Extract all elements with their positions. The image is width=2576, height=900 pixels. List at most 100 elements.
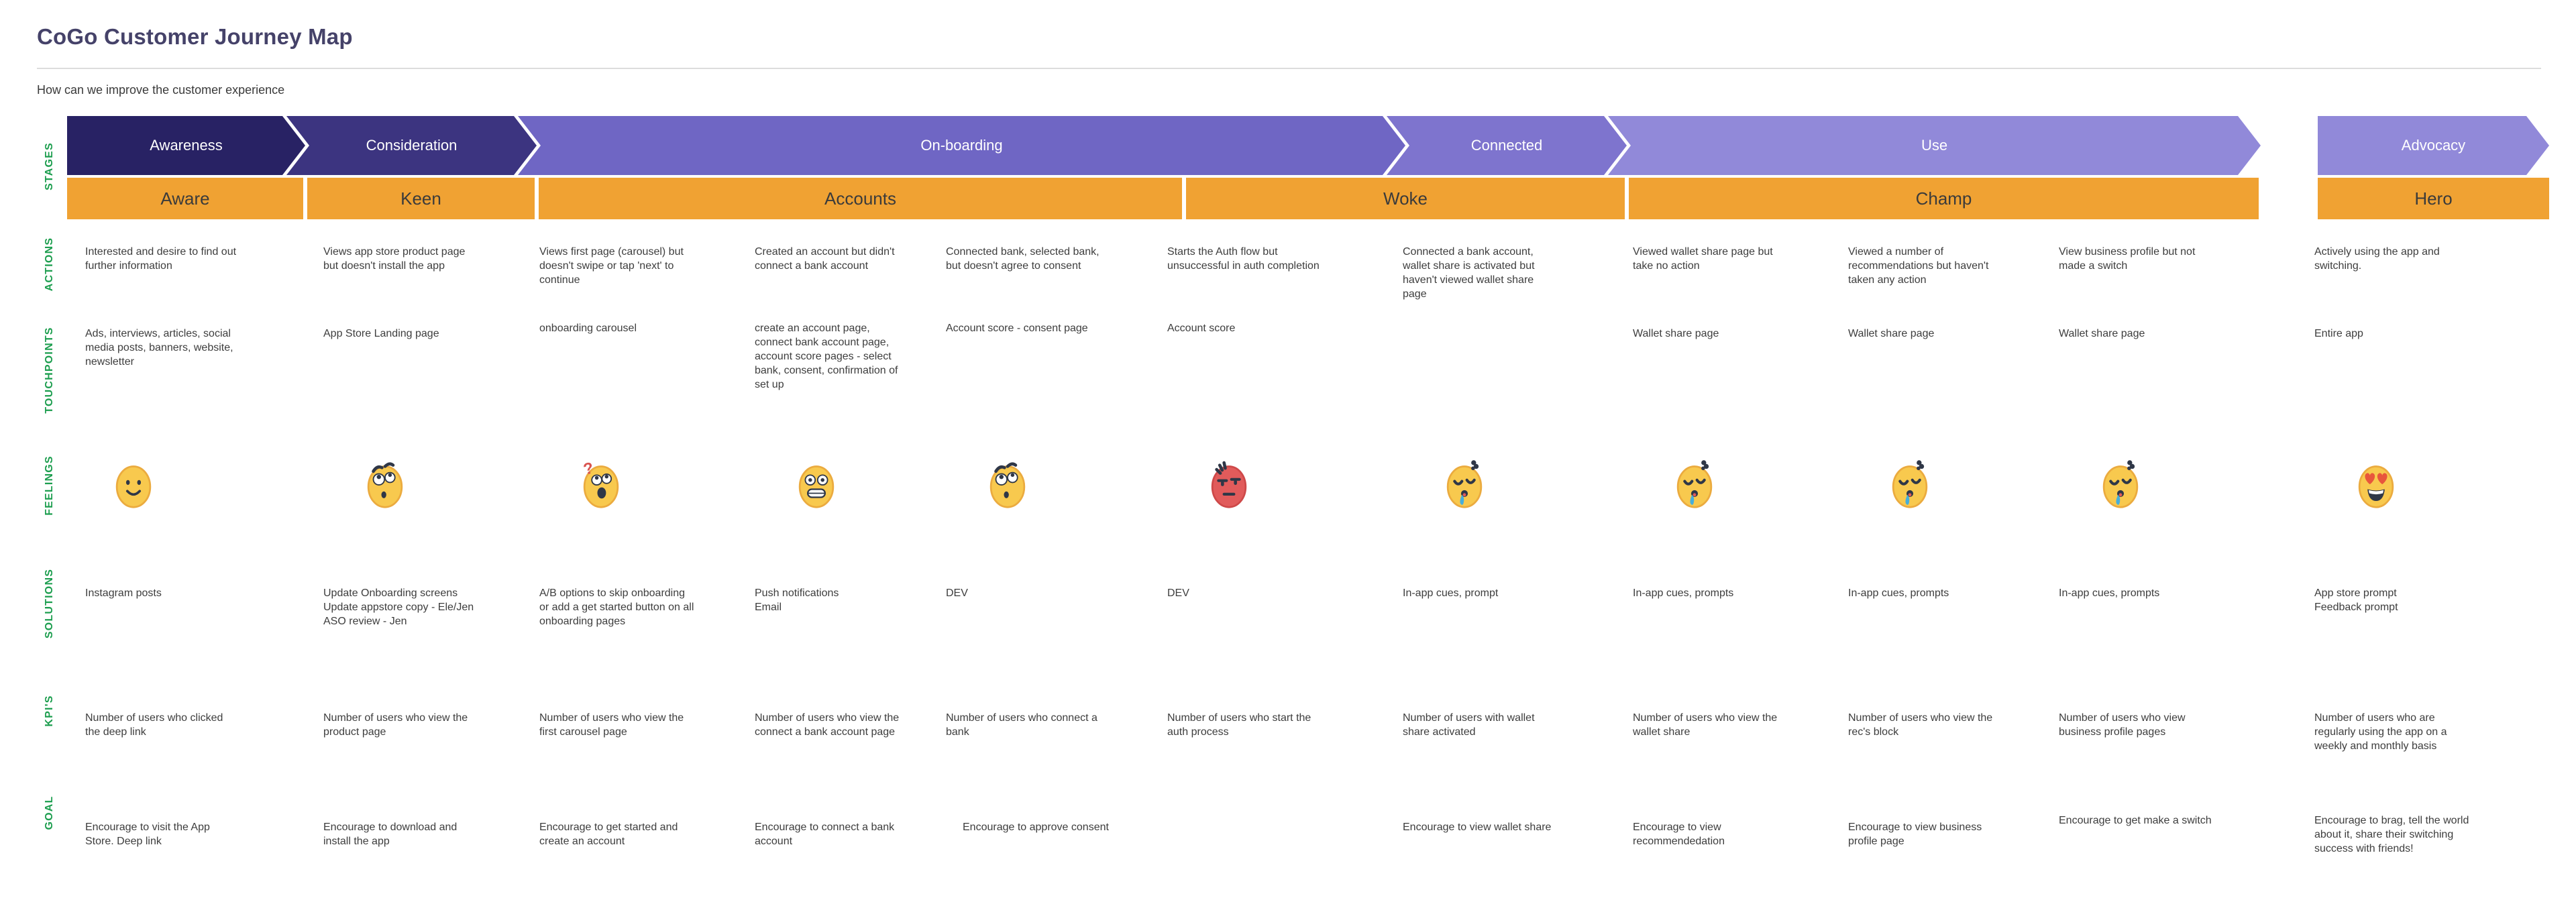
kpi-text: Number of users who view the wallet shar… [1633,712,1778,738]
phase-cell-champ: Champ [1629,178,2259,219]
action-text: Views first page (carousel) but doesn't … [539,246,684,286]
feeling-emoji: ? [576,455,640,518]
stage-arrow-onboarding: On-boarding [518,116,1405,175]
kpi-text: Number of users who clicked the deep lin… [85,712,223,738]
row-label-solutions: SOLUTIONS [44,568,55,639]
solution-text: In-app cues, prompt [1403,587,1499,599]
solution-text: Update Onboarding screens Update appstor… [323,587,474,627]
touchpoint-text: Wallet share page [2059,328,2145,339]
page-subtitle: How can we improve the customer experien… [37,83,285,97]
touchpoint-text: Account score - consent page [946,323,1088,334]
feeling-emoji [1885,455,1949,518]
stage-arrow-use: Use [1608,116,2261,175]
action-text: Actively using the app and switching. [2314,246,2440,272]
stage-label: Advocacy [2401,137,2466,154]
phase-label: Woke [1383,188,1428,209]
solution-text: Instagram posts [85,587,162,599]
goal-text: Encourage to visit the App Store. Deep l… [85,822,210,847]
solution-text: App store prompt Feedback prompt [2314,587,2398,613]
feeling-emoji [1204,455,1268,518]
action-text: Created an account but didn't connect a … [755,246,895,272]
feeling-emoji [983,455,1046,518]
action-text: Starts the Auth flow but unsuccessful in… [1167,246,1320,272]
action-text: Viewed a number of recommendations but h… [1848,246,1989,286]
stage-label: Consideration [366,137,458,154]
phase-label: Champ [1915,188,1972,209]
header-divider [37,68,2541,69]
touchpoint-text: Ads, interviews, articles, social media … [85,328,233,368]
phase-cell-keen: Keen [307,178,535,219]
phase-cell-hero: Hero [2318,178,2549,219]
goal-text: Encourage to view business profile page [1848,822,1982,847]
goal-text: Encourage to approve consent [963,822,1109,833]
touchpoint-text: onboarding carousel [539,323,637,334]
phase-label: Keen [400,188,441,209]
stage-arrow-awareness: Awareness [67,116,305,175]
action-text: Interested and desire to find out furthe… [85,246,237,272]
touchpoint-text: create an account page, connect bank acc… [755,323,898,390]
phase-label: Hero [2414,188,2453,209]
solution-text: Push notifications Email [755,587,839,613]
touchpoint-text: Wallet share page [1848,328,1935,339]
kpi-text: Number of users with wallet share activa… [1403,712,1535,738]
phase-cell-aware: Aware [67,178,303,219]
kpi-text: Number of users who view the connect a b… [755,712,900,738]
solution-text: In-app cues, prompts [2059,587,2160,599]
goal-text: Encourage to download and install the ap… [323,822,458,847]
kpi-text: Number of users who connect a bank [946,712,1097,738]
stage-arrow-consideration: Consideration [286,116,537,175]
solution-text: In-app cues, prompts [1633,587,1734,599]
kpi-text: Number of users who start the auth proce… [1167,712,1311,738]
solution-text: DEV [946,587,968,599]
row-label-feelings: FEELINGS [44,455,55,516]
action-text: Connected bank, selected bank, but doesn… [946,246,1099,272]
stage-arrow-connected: Connected [1387,116,1627,175]
goal-text: Encourage to view wallet share [1403,822,1552,833]
kpi-text: Number of users who view the product pag… [323,712,468,738]
action-text: View business profile but not made a swi… [2059,246,2196,272]
goal-text: Encourage to get started and create an a… [539,822,678,847]
phase-cell-accounts: Accounts [539,178,1182,219]
solution-text: A/B options to skip onboarding or add a … [539,587,694,627]
feeling-emoji [2351,455,2415,518]
touchpoint-text: Wallet share page [1633,328,1719,339]
stage-label: Awareness [150,137,223,154]
touchpoint-text: Account score [1167,323,1236,334]
row-label-touchpoints: TOUCHPOINTS [44,327,55,414]
page-title: CoGo Customer Journey Map [37,24,353,49]
row-label-kpis: KPI'S [44,695,55,727]
kpi-text: Number of users who are regularly using … [2314,712,2447,752]
phase-label: Accounts [824,188,896,209]
action-text: Views app store product page but doesn't… [323,246,466,272]
kpi-text: Number of users who view the rec's block [1848,712,1993,738]
feeling-emoji [1440,455,1503,518]
touchpoint-text: App Store Landing page [323,328,439,339]
feeling-emoji [1670,455,1733,518]
solution-text: In-app cues, prompts [1848,587,1949,599]
row-label-goal: GOAL [44,795,55,830]
stage-label: Use [1921,137,1948,154]
feeling-emoji [2096,455,2159,518]
phase-cell-woke: Woke [1186,178,1625,219]
svg-text:?: ? [582,459,596,479]
feeling-emoji [360,455,424,518]
row-label-actions: ACTIONS [44,237,55,292]
row-label-stages: STAGES [44,142,55,190]
goal-text: Encourage to view recommendedation [1633,822,1725,847]
goal-text: Encourage to connect a bank account [755,822,895,847]
kpi-text: Number of users who view the first carou… [539,712,684,738]
phase-label: Aware [160,188,210,209]
feeling-emoji [109,455,172,518]
touchpoint-text: Entire app [2314,328,2363,339]
stage-label: On-boarding [920,137,1003,154]
kpi-text: Number of users who view business profil… [2059,712,2186,738]
action-text: Connected a bank account, wallet share i… [1403,246,1535,300]
solution-text: DEV [1167,587,1189,599]
feeling-emoji [792,455,855,518]
stage-label: Connected [1470,137,1543,154]
action-text: Viewed wallet share page but take no act… [1633,246,1773,272]
goal-text: Encourage to brag, tell the world about … [2314,815,2469,854]
goal-text: Encourage to get make a switch [2059,815,2212,826]
stage-arrow-advocacy: Advocacy [2318,116,2549,175]
